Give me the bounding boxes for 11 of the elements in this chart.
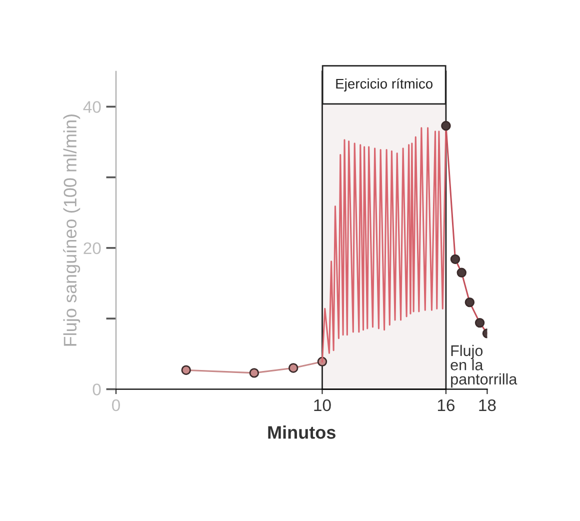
y-axis-title: Flujo sanguíneo (100 ml/min) [63, 114, 80, 346]
x-tick-label: 0 [112, 399, 120, 412]
band-label: Ejercicio rítmico [336, 78, 433, 92]
y-tick-label: 0 [92, 384, 101, 396]
x-tick-label: 16 [438, 399, 454, 412]
y-tick-label: 20 [84, 242, 101, 254]
x-tick-label: 18 [479, 399, 496, 412]
y-tick-label: 40 [83, 101, 101, 113]
x-tick-label: 10 [314, 399, 331, 412]
annotation: Flujo en la pantorrilla [450, 344, 518, 388]
x-axis-title: Minutos [268, 426, 336, 439]
